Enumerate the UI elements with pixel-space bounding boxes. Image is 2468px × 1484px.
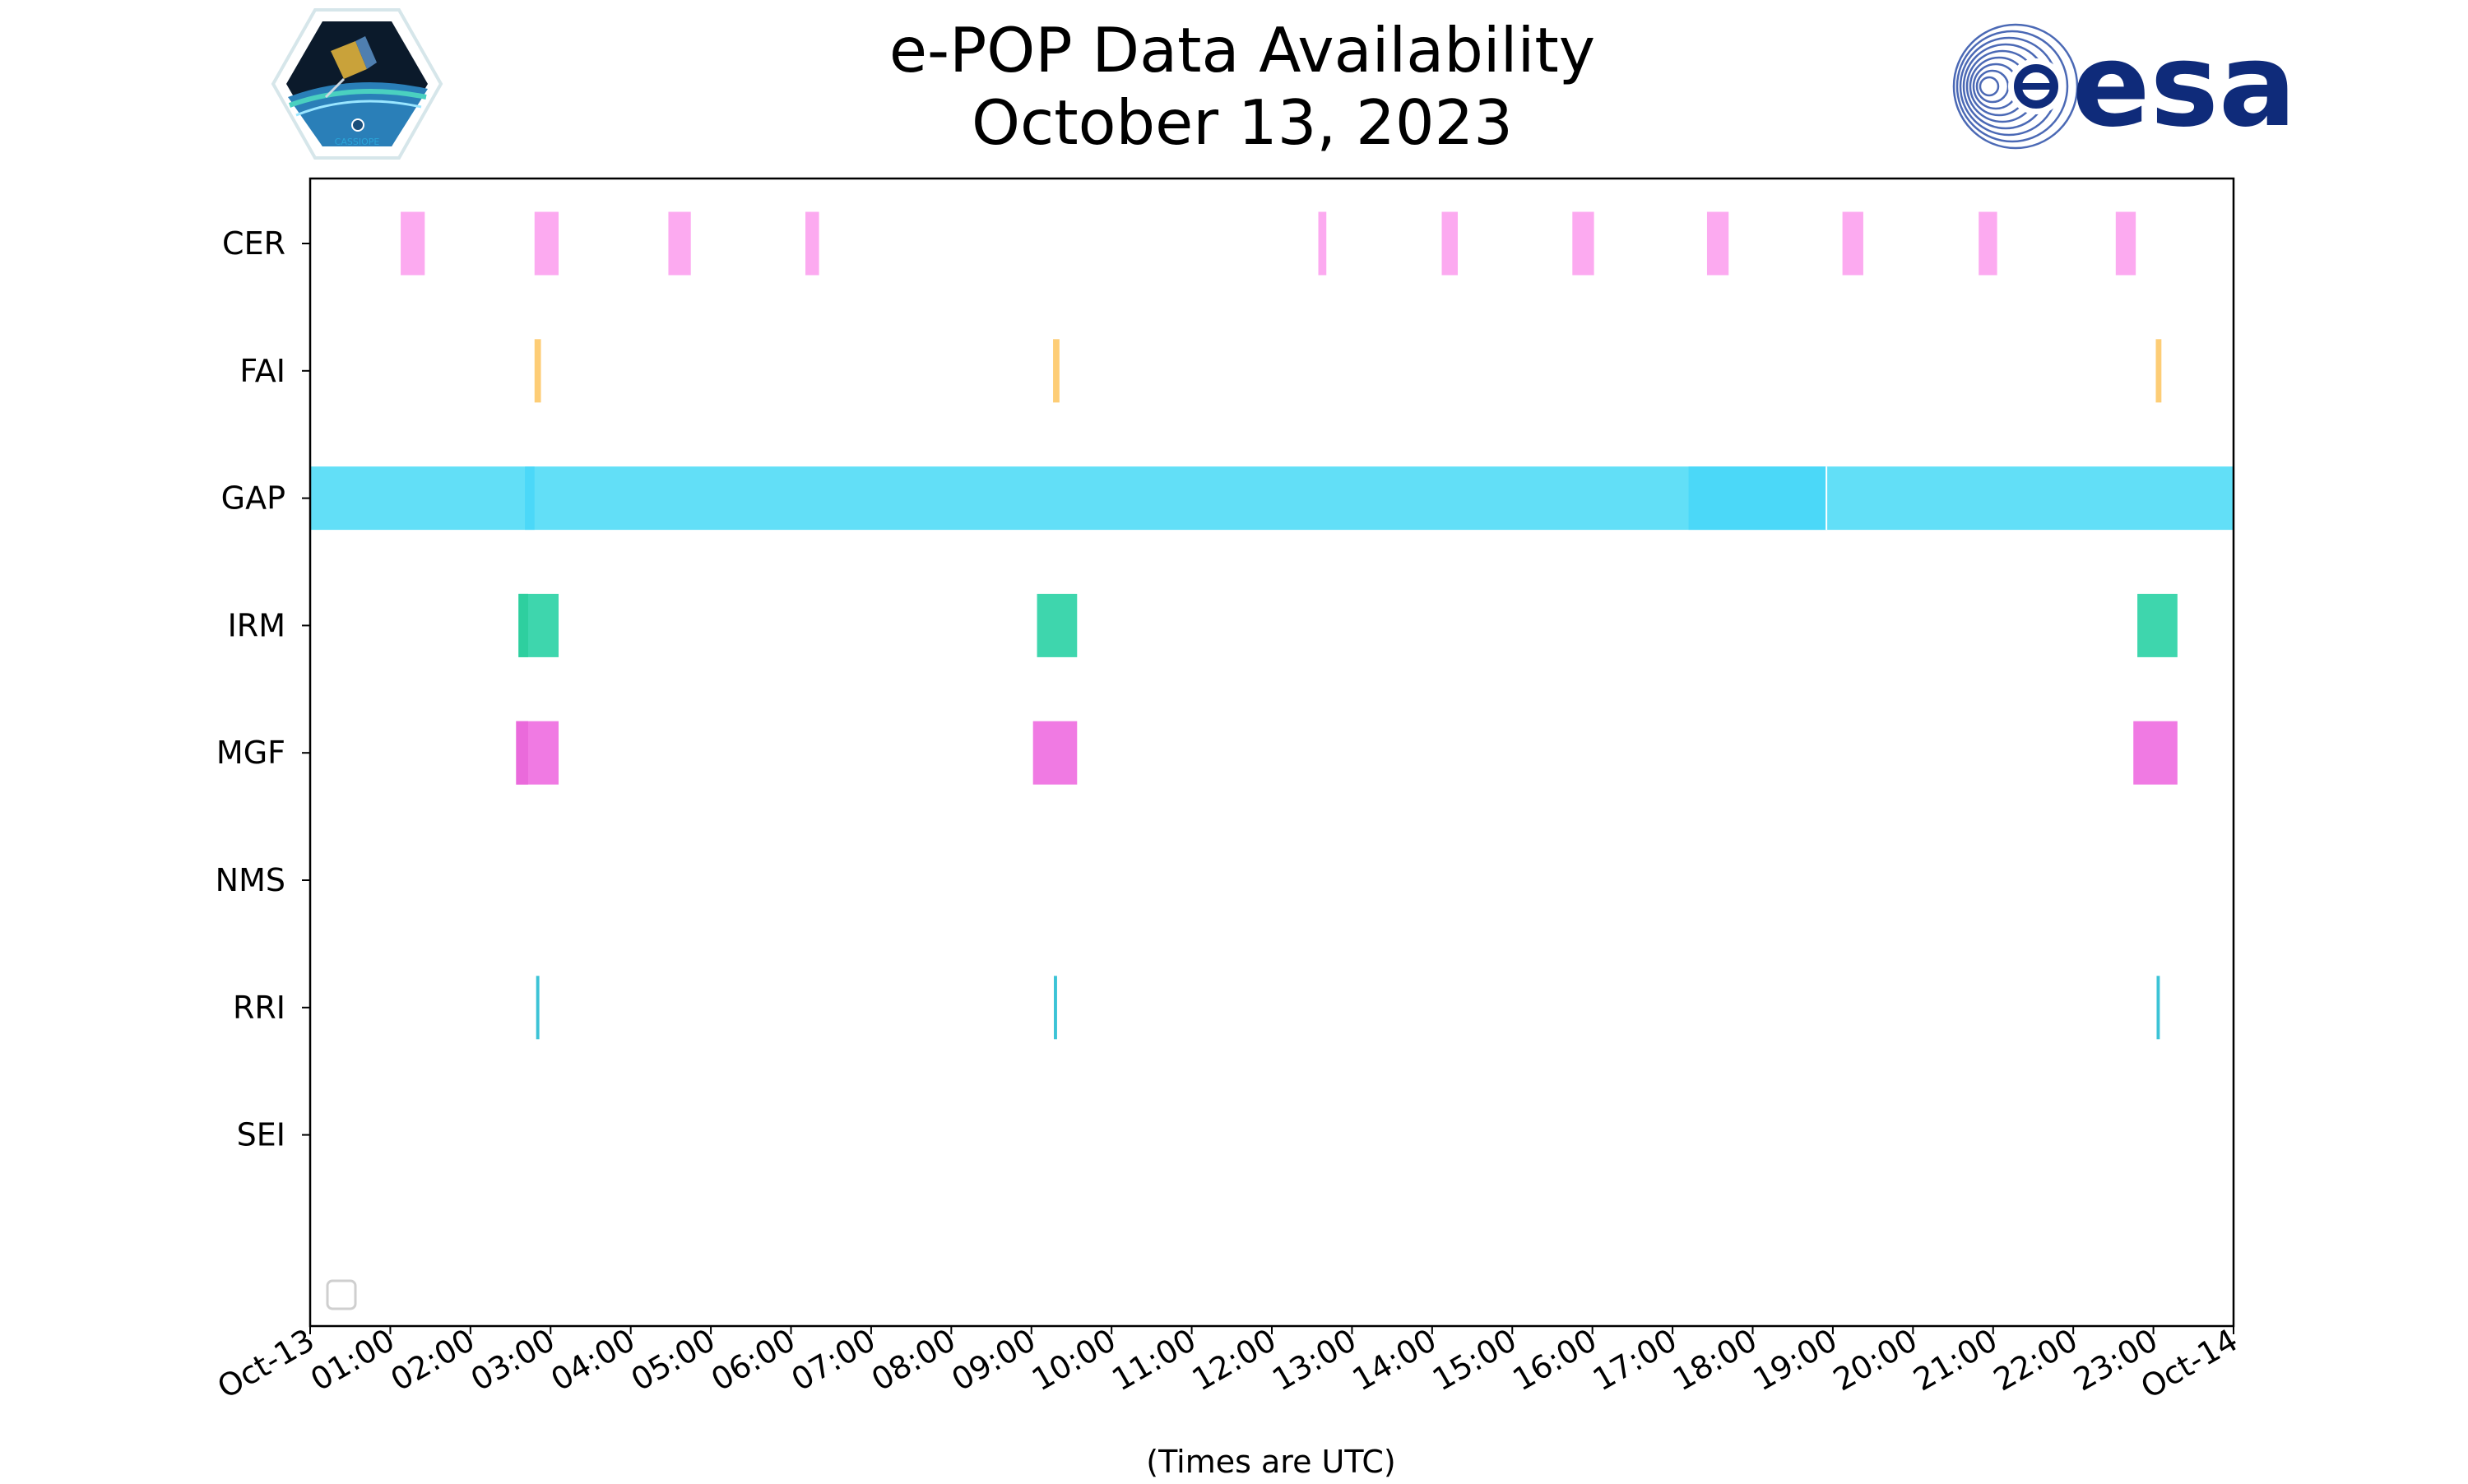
esa-swirl-e-bar (2020, 83, 2053, 90)
y-tick-label-irm: IRM (228, 607, 285, 643)
esa-swirl-ring-1 (1955, 30, 2069, 143)
x-tick-label-0: Oct-13 (211, 1322, 321, 1406)
esa-swirl-ring-7 (1975, 69, 2010, 104)
x-tick-label-19: 19:00 (1747, 1322, 1844, 1398)
x-tick-label-14: 14:00 (1346, 1322, 1442, 1398)
bar-mgf-1 (1032, 721, 1078, 785)
bar-cer-4 (1318, 211, 1327, 276)
x-tick-label-2: 02:00 (384, 1322, 480, 1398)
bar-overlap-mgf-0 (516, 721, 528, 785)
bar-irm-1 (1037, 593, 1078, 657)
x-tick-label-5: 05:00 (625, 1322, 721, 1398)
esa-swirl-ring-8 (1979, 76, 2000, 97)
x-tick-label-9: 09:00 (945, 1322, 1041, 1398)
bar-cer-9 (1979, 211, 1997, 276)
bar-fai-0 (534, 339, 541, 403)
bar-cer-1 (534, 211, 559, 276)
y-tick-label-cer: CER (222, 225, 285, 262)
legend-box (326, 1279, 357, 1310)
esa-logo: esa (1952, 19, 2297, 153)
bar-irm-2 (2137, 593, 2178, 657)
bar-cer-6 (1572, 211, 1594, 276)
x-tick-label-12: 12:00 (1186, 1322, 1283, 1398)
y-tick-label-fai: FAI (239, 353, 285, 389)
x-tick-label-18: 18:00 (1667, 1322, 1763, 1398)
x-tick-label-21: 21:00 (1907, 1322, 2003, 1398)
x-tick-label-22: 22:00 (1988, 1322, 2084, 1398)
chart-title-line1: e-POP Data Availability (889, 14, 1595, 86)
cassiope-logo: CASSIOPE (271, 8, 443, 160)
y-tick-label-rri: RRI (233, 990, 285, 1026)
x-tick-label-4: 04:00 (545, 1322, 641, 1398)
y-tick-label-mgf: MGF (216, 735, 285, 771)
x-tick-label-15: 15:00 (1427, 1322, 1523, 1398)
x-tick-label-20: 20:00 (1827, 1322, 1923, 1398)
bar-cer-10 (2115, 211, 2136, 276)
bar-cer-5 (1441, 211, 1459, 276)
bar-cer-8 (1842, 211, 1863, 276)
x-axis-label: (Times are UTC) (1146, 1444, 1395, 1480)
x-tick-label-1: 01:00 (304, 1322, 401, 1398)
bar-rri-2 (2156, 976, 2160, 1040)
cassiope-logo-label: CASSIOPE (335, 137, 380, 147)
chart-title-line2: October 13, 2023 (972, 86, 1513, 159)
bar-cer-0 (401, 211, 425, 276)
x-tick-label-13: 13:00 (1266, 1322, 1362, 1398)
esa-swirl-icon (1952, 23, 2079, 150)
x-tick-label-17: 17:00 (1587, 1322, 1683, 1398)
bar-fai-1 (1053, 339, 1060, 403)
bar-cer-3 (805, 211, 819, 276)
bar-mgf-2 (2133, 721, 2178, 785)
x-tick-label-10: 10:00 (1026, 1322, 1122, 1398)
bar-overlap-irm-0 (518, 593, 528, 657)
plot-background (310, 179, 2234, 1326)
y-tick-label-sei: SEI (237, 1117, 285, 1153)
x-tick-label-3: 03:00 (465, 1322, 561, 1398)
x-tick-label-7: 07:00 (786, 1322, 882, 1398)
y-tick-label-nms: NMS (216, 862, 285, 898)
bar-rri-0 (536, 976, 540, 1040)
bar-rri-1 (1054, 976, 1057, 1040)
esa-swirl-e (2014, 64, 2058, 109)
bar-overlap-gap-1 (1688, 466, 1827, 531)
x-tick-label-6: 06:00 (705, 1322, 801, 1398)
bar-cer-7 (1706, 211, 1729, 276)
bar-overlap-gap-0 (525, 466, 535, 531)
esa-swirl-ring-0 (1952, 23, 2079, 150)
plot-area: CER FAI GAP IRM MGF NMS RRI SEI Oct-1301:0002:00… (211, 177, 2244, 1406)
esa-logo-text: esa (2072, 19, 2297, 153)
satellite-icon (324, 36, 377, 99)
bar-gap-0 (310, 466, 2234, 531)
x-tick-label-11: 11:00 (1106, 1322, 1202, 1398)
x-tick-label-8: 08:00 (865, 1322, 962, 1398)
x-tick-label-16: 16:00 (1506, 1322, 1603, 1398)
bar-fai-2 (2155, 339, 2162, 403)
y-tick-label-gap: GAP (221, 480, 285, 517)
bar-cer-2 (668, 211, 691, 276)
